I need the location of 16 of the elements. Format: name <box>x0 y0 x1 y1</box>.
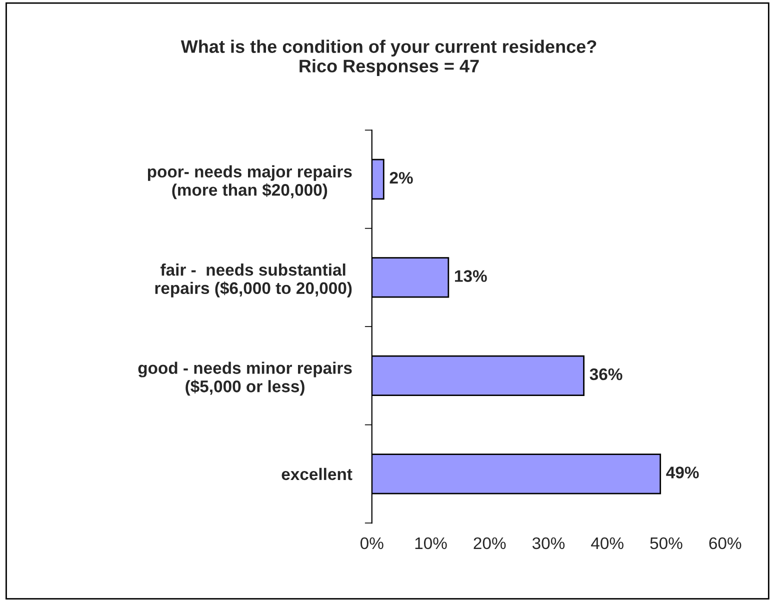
y-tick-label: excellent <box>282 468 352 480</box>
data-label: 36% <box>590 368 622 380</box>
data-label: 2% <box>390 172 413 184</box>
x-tick-label: 50% <box>650 537 682 550</box>
x-tick-label: 60% <box>709 537 742 550</box>
x-tick-label: 0% <box>360 537 384 550</box>
x-tick-label: 30% <box>532 537 565 550</box>
x-tick-label: 40% <box>591 537 624 550</box>
y-tick-label: poor- needs major repairs (more than $20,000) <box>148 165 352 200</box>
chart-title: What is the condition of your current residence? Rico Responses = 47 <box>180 40 596 76</box>
x-tick-label: 10% <box>415 537 447 550</box>
data-label: 49% <box>666 466 699 478</box>
data-label: 13% <box>455 270 487 282</box>
x-tick-label: 20% <box>474 537 506 550</box>
y-tick-label: fair - needs substantial repairs ($6,000 to 20,000) <box>155 264 352 298</box>
y-tick-label: good - needs minor repairs ($5,000 or less) <box>138 362 352 396</box>
